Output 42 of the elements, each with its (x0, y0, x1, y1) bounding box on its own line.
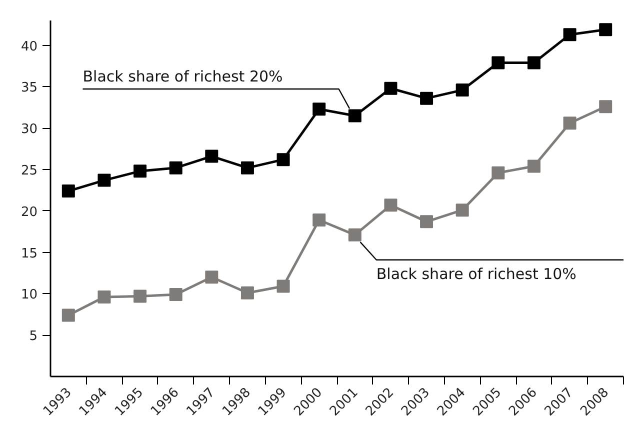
point (384, 82, 398, 95)
y-tick-label: 10 (20, 288, 38, 303)
point (492, 166, 505, 180)
point (62, 308, 75, 322)
series-label: Black share of richest 10% (376, 265, 576, 284)
point (205, 150, 218, 163)
y-tick-label: 30 (20, 122, 38, 138)
point (527, 56, 540, 70)
y-tick-label: 20 (20, 204, 38, 220)
point (169, 288, 182, 302)
point (563, 28, 576, 42)
point (169, 161, 182, 174)
point (599, 100, 612, 114)
point (98, 290, 111, 304)
point (384, 198, 398, 212)
point (240, 286, 254, 300)
text: Black share of richest 20% (82, 67, 283, 86)
point (312, 214, 326, 227)
y-tick-label: 40 (20, 39, 38, 54)
point (420, 92, 434, 105)
point (348, 228, 362, 242)
y-tick-label: 35 (20, 80, 38, 96)
point (205, 270, 218, 284)
point (456, 84, 469, 97)
point (134, 290, 147, 303)
point (420, 215, 434, 228)
point (62, 184, 75, 198)
point (240, 161, 254, 174)
point (456, 204, 469, 217)
y-tick-label: 5 (29, 329, 38, 344)
point (276, 280, 290, 293)
point (527, 160, 540, 173)
point (563, 116, 576, 130)
y-tick-label: 15 (20, 246, 38, 262)
point (276, 153, 290, 166)
point (348, 109, 362, 122)
point (98, 174, 111, 187)
point (312, 102, 326, 116)
point (599, 23, 612, 36)
point (134, 164, 147, 178)
y-tick-label: 25 (20, 164, 38, 179)
point (492, 56, 505, 70)
